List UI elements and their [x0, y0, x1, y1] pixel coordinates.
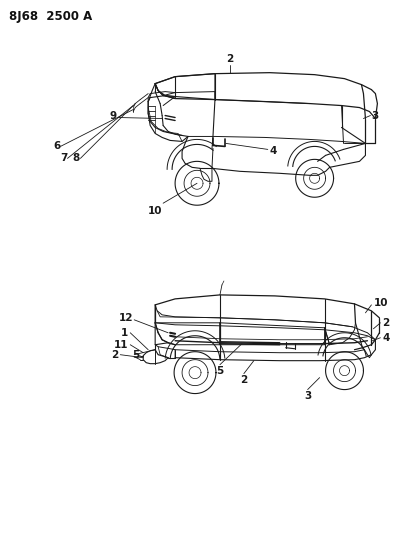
- Text: 10: 10: [148, 206, 162, 216]
- Text: 5: 5: [216, 366, 223, 376]
- Text: 7: 7: [60, 154, 67, 164]
- Text: 4: 4: [270, 147, 277, 156]
- Text: 4: 4: [383, 333, 390, 343]
- Text: 8: 8: [73, 154, 80, 164]
- Text: 2: 2: [240, 375, 247, 385]
- Text: 2: 2: [111, 350, 118, 360]
- Text: 2: 2: [226, 54, 234, 64]
- Text: 2: 2: [383, 318, 389, 328]
- Text: 8J68  2500 A: 8J68 2500 A: [9, 10, 92, 23]
- Text: 9: 9: [110, 110, 117, 120]
- Text: 11: 11: [114, 340, 128, 350]
- Text: 6: 6: [53, 141, 60, 151]
- Text: 3: 3: [372, 110, 379, 120]
- Text: 3: 3: [304, 391, 311, 401]
- Text: 5: 5: [132, 350, 140, 360]
- Text: 1: 1: [121, 328, 128, 338]
- Text: 10: 10: [373, 298, 388, 308]
- Text: 12: 12: [119, 313, 133, 323]
